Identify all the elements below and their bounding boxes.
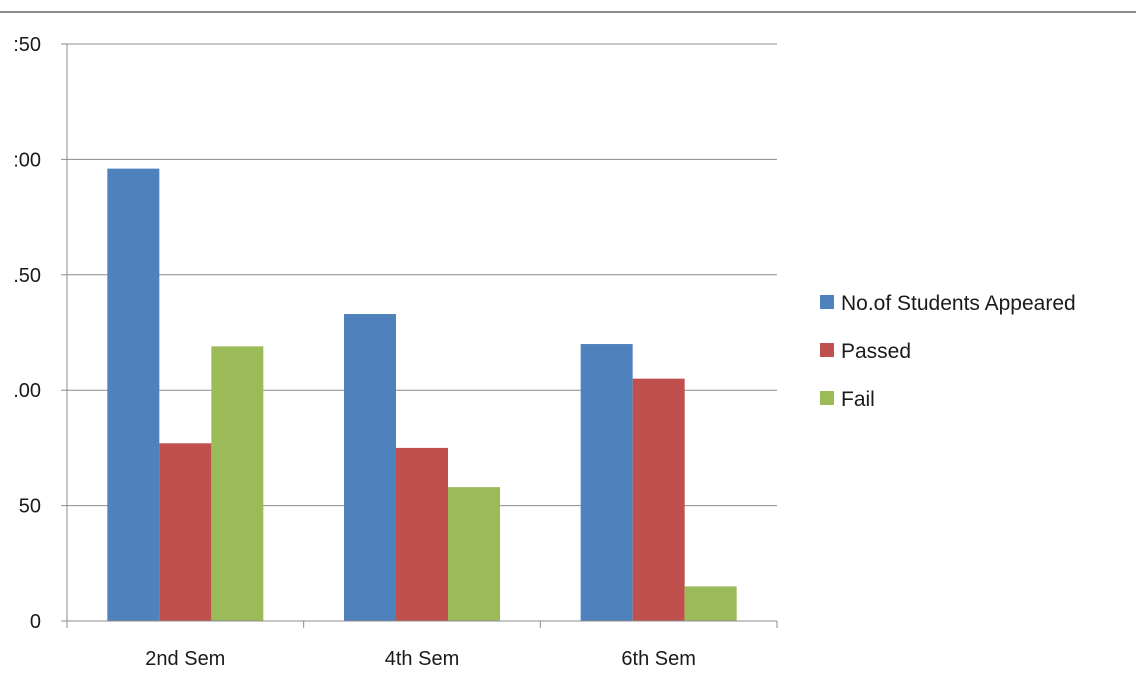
bar-passed-6th-sem [632,378,685,621]
legend-swatch-passed [820,343,834,357]
top-border-line [0,11,1136,13]
y-tick-label: .00 [13,380,41,402]
legend-swatch-fail [820,391,834,405]
axes [61,43,778,628]
x-tick-label: 4th Sem [385,648,459,670]
legend-swatch-no-of-students-appeared [820,295,834,309]
bar-fail-4th-sem [448,487,500,621]
bar-fail-6th-sem [684,586,737,621]
y-tick-label: .50 [13,265,41,287]
y-tick-label: :50 [13,34,41,56]
y-tick-labels: 0 50 .00 .50 :00 :50 [13,34,41,633]
legend-label: No.of Students Appeared [841,292,1076,315]
x-tick-labels: 2nd Sem 4th Sem 6th Sem [145,648,696,670]
bar-no-of-students-appeared-2nd-sem [107,168,160,621]
y-tick-label: 0 [30,611,41,633]
x-tick-label: 2nd Sem [145,648,225,670]
legend-label: Fail [841,388,875,411]
y-tick-label: 50 [19,496,41,518]
bars [107,168,737,621]
y-tick-label: :00 [13,149,41,171]
bar-passed-2nd-sem [159,443,212,621]
legend: No.of Students Appeared Passed Fail [820,292,1076,411]
x-tick-label: 6th Sem [621,648,695,670]
bar-no-of-students-appeared-4th-sem [344,314,396,621]
legend-label: Passed [841,340,911,363]
bar-passed-4th-sem [396,447,448,621]
bar-no-of-students-appeared-6th-sem [580,344,633,621]
bar-fail-2nd-sem [211,346,264,621]
